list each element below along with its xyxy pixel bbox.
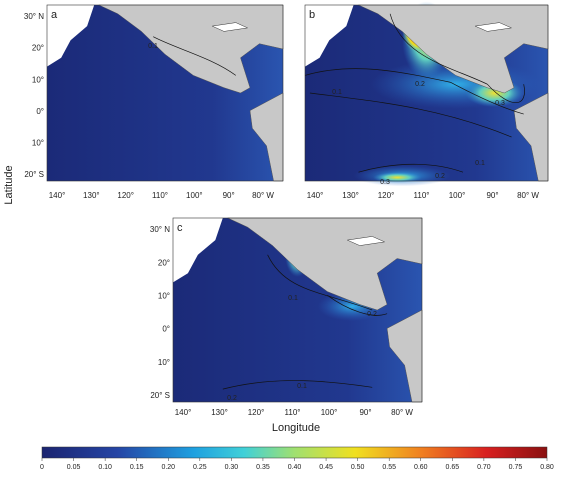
x-axis-title: Longitude xyxy=(272,422,320,434)
colorbar-label: 0.10 xyxy=(98,464,112,471)
missing-data xyxy=(305,5,354,67)
colorbar-label: 0.70 xyxy=(477,464,491,471)
latitude-label: 0° xyxy=(162,325,170,334)
map-panel: c 0.1 0.2 0.1 0.2 30° N 20° 10° 0° 10° 20° S 140° 13… xyxy=(150,217,423,417)
missing-data xyxy=(47,5,95,67)
latitude-label: 10° xyxy=(158,292,170,301)
contour-label: 0.3 xyxy=(380,179,390,186)
colorbar-label: 0.60 xyxy=(414,464,428,471)
contour-line xyxy=(309,92,512,138)
contour-label: 0.1 xyxy=(332,89,342,96)
colorbar-label: 0.30 xyxy=(225,464,239,471)
longitude-label: 140° xyxy=(307,191,324,200)
longitude-label: 100° xyxy=(321,408,338,417)
contour-label: 0.2 xyxy=(367,311,377,318)
contour-line xyxy=(267,254,373,311)
colorbar-label: 0 xyxy=(40,464,44,471)
longitude-label: 100° xyxy=(186,191,203,200)
colorbar-label: 0.65 xyxy=(446,464,460,471)
island xyxy=(474,22,513,32)
contour-label: 0.2 xyxy=(415,81,425,88)
longitude-label: 100° xyxy=(449,191,466,200)
contour-line xyxy=(327,295,388,316)
colorbar-label: 0.20 xyxy=(161,464,175,471)
longitude-label: 130° xyxy=(83,191,100,200)
map-panel: a 0.1 30° N 20° 10° 0° 10° 20° S 140° 130° 120° 110… xyxy=(24,4,284,200)
colorbar xyxy=(41,446,548,459)
panel-label: c xyxy=(177,222,183,234)
colorbar-label: 0.05 xyxy=(67,464,81,471)
contour-line xyxy=(389,13,525,103)
latitude-label: 30° N xyxy=(24,12,44,21)
contour-line xyxy=(222,380,373,390)
contour-label: 0.1 xyxy=(297,383,307,390)
longitude-label: 130° xyxy=(211,408,228,417)
contour-line xyxy=(304,68,524,115)
longitude-label: 130° xyxy=(342,191,359,200)
latitude-label: 20° xyxy=(32,44,44,53)
longitude-label: 110° xyxy=(152,191,168,200)
longitude-label: 140° xyxy=(175,408,192,417)
latitude-label: 20° S xyxy=(150,391,170,400)
longitude-label: 80° W xyxy=(252,191,274,200)
panel-label: a xyxy=(51,9,58,21)
longitude-label: 120° xyxy=(378,191,395,200)
contour-label: 0.1 xyxy=(148,43,158,50)
latitude-label: 0° xyxy=(36,107,44,116)
longitude-label: 90° xyxy=(486,191,498,200)
longitude-label: 120° xyxy=(248,408,265,417)
longitude-label: 110° xyxy=(285,408,301,417)
latitude-label: 10° xyxy=(32,75,44,84)
contour-label: 0.3 xyxy=(495,100,505,107)
colorbar-label: 0.25 xyxy=(193,464,207,471)
missing-data xyxy=(173,218,223,283)
panel-frame xyxy=(46,4,284,182)
longitude-label: 140° xyxy=(49,191,66,200)
longitude-label: 110° xyxy=(414,191,430,200)
island xyxy=(346,236,386,246)
colorbar-label: 0.80 xyxy=(540,464,554,471)
panel-frame xyxy=(172,217,423,403)
colorbar-label: 0.50 xyxy=(351,464,365,471)
contour-label: 0.1 xyxy=(288,295,298,302)
longitude-label: 90° xyxy=(223,191,235,200)
colorbar-label: 0.35 xyxy=(256,464,270,471)
colorbar-label: 0.75 xyxy=(509,464,523,471)
latitude-label: 30° N xyxy=(150,225,170,234)
longitude-label: 80° W xyxy=(517,191,539,200)
latitude-label: 10° xyxy=(32,139,44,148)
panel-frame xyxy=(304,4,549,182)
longitude-label: 90° xyxy=(359,408,371,417)
map-panel: b 0.1 0.2 0.3 0.1 0.3 0.2 140° 130° 120° 110° 100° 9… xyxy=(304,1,549,200)
y-axis-title: Latitude xyxy=(3,165,15,204)
contour-line xyxy=(153,36,237,76)
latitude-label: 20° xyxy=(158,258,170,267)
contour-line xyxy=(358,163,464,173)
longitude-label: 120° xyxy=(117,191,134,200)
panel-label: b xyxy=(309,9,315,21)
colorbar-label: 0.45 xyxy=(319,464,333,471)
latitude-label: 10° xyxy=(158,358,170,367)
concentration-patch xyxy=(373,172,422,183)
colorbar-label: 0.40 xyxy=(288,464,302,471)
island xyxy=(211,22,249,32)
contour-label: 0.2 xyxy=(227,395,237,402)
latitude-label: 20° S xyxy=(24,170,44,179)
colorbar-label: 0.55 xyxy=(382,464,396,471)
longitude-label: 80° W xyxy=(391,408,413,417)
contour-label: 0.1 xyxy=(475,160,485,167)
colorbar-label: 0.15 xyxy=(130,464,144,471)
contour-label: 0.2 xyxy=(435,173,445,180)
